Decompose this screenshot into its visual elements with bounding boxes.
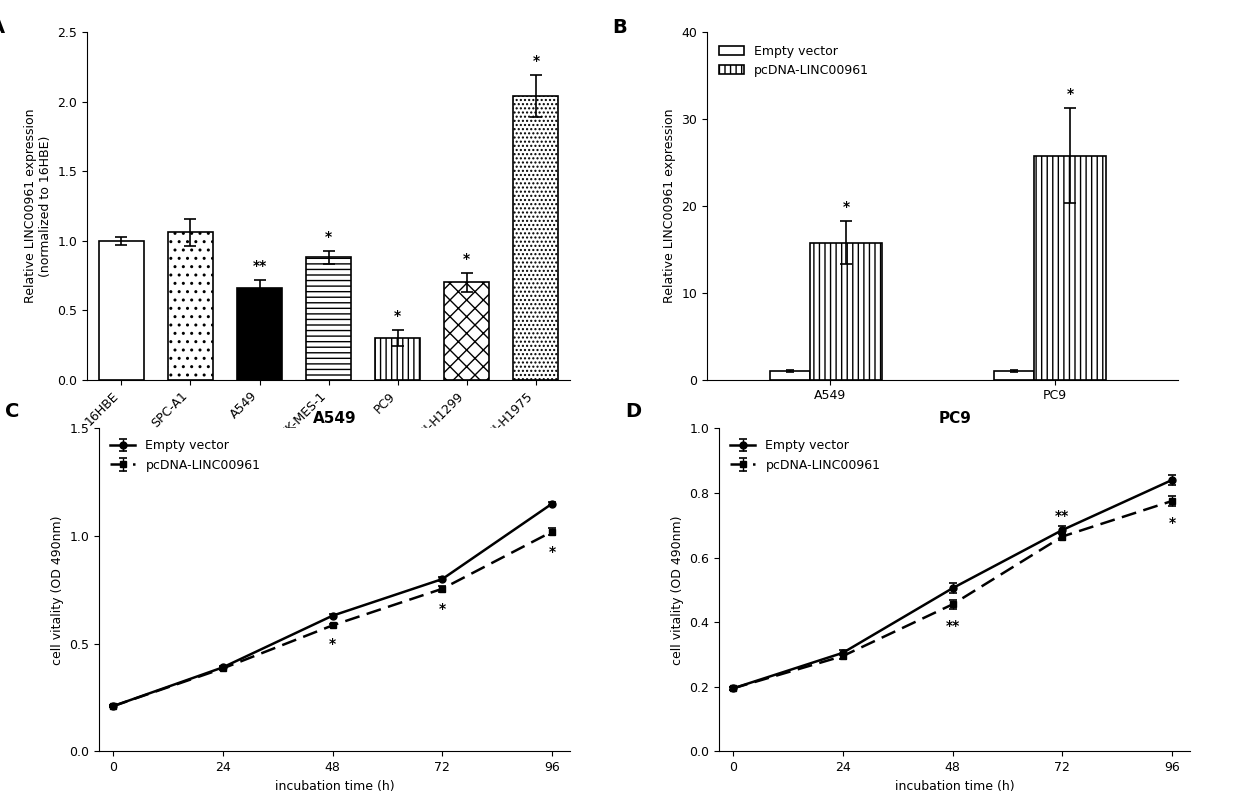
Bar — [810, 242, 882, 380]
Legend: Empty vector, pcDNA-LINC00961: Empty vector, pcDNA-LINC00961 — [105, 435, 265, 477]
Y-axis label: cell vitality (OD 490nm): cell vitality (OD 490nm) — [51, 515, 64, 665]
Text: *: * — [1066, 87, 1074, 101]
Text: *: * — [329, 637, 336, 650]
Bar — [167, 233, 213, 380]
Bar — [994, 371, 1034, 380]
Text: *: * — [325, 229, 332, 243]
Text: *: * — [394, 309, 402, 322]
Bar — [1034, 156, 1106, 380]
Legend: Empty vector, pcDNA-LINC00961: Empty vector, pcDNA-LINC00961 — [713, 39, 875, 83]
Y-axis label: Relative LINC00961 expression: Relative LINC00961 expression — [662, 109, 676, 303]
Bar — [770, 371, 810, 380]
Text: *: * — [464, 252, 470, 266]
Bar — [237, 288, 281, 380]
Title: A549: A549 — [312, 410, 357, 426]
Text: **: ** — [945, 619, 960, 633]
X-axis label: incubation time (h): incubation time (h) — [895, 780, 1014, 793]
Text: *: * — [1168, 516, 1176, 529]
Text: D: D — [625, 402, 641, 422]
Text: *: * — [439, 602, 446, 616]
Bar — [99, 241, 144, 380]
Text: **: ** — [253, 259, 267, 273]
Text: A: A — [0, 19, 5, 37]
Text: *: * — [548, 545, 556, 558]
Text: **: ** — [1055, 509, 1069, 523]
Title: PC9: PC9 — [939, 410, 971, 426]
Bar — [306, 258, 351, 380]
X-axis label: incubation time (h): incubation time (h) — [275, 780, 394, 793]
Y-axis label: cell vitality (OD 490nm): cell vitality (OD 490nm) — [671, 515, 684, 665]
Bar — [444, 283, 490, 380]
Bar — [376, 338, 420, 380]
Text: *: * — [532, 54, 539, 69]
Text: *: * — [842, 200, 849, 214]
Bar — [513, 96, 558, 380]
Text: B: B — [613, 19, 627, 37]
Legend: Empty vector, pcDNA-LINC00961: Empty vector, pcDNA-LINC00961 — [725, 435, 885, 477]
Y-axis label: Relative LINC00961 expression
(normalized to 16HBE): Relative LINC00961 expression (normalize… — [24, 109, 52, 303]
Text: C: C — [5, 402, 20, 422]
